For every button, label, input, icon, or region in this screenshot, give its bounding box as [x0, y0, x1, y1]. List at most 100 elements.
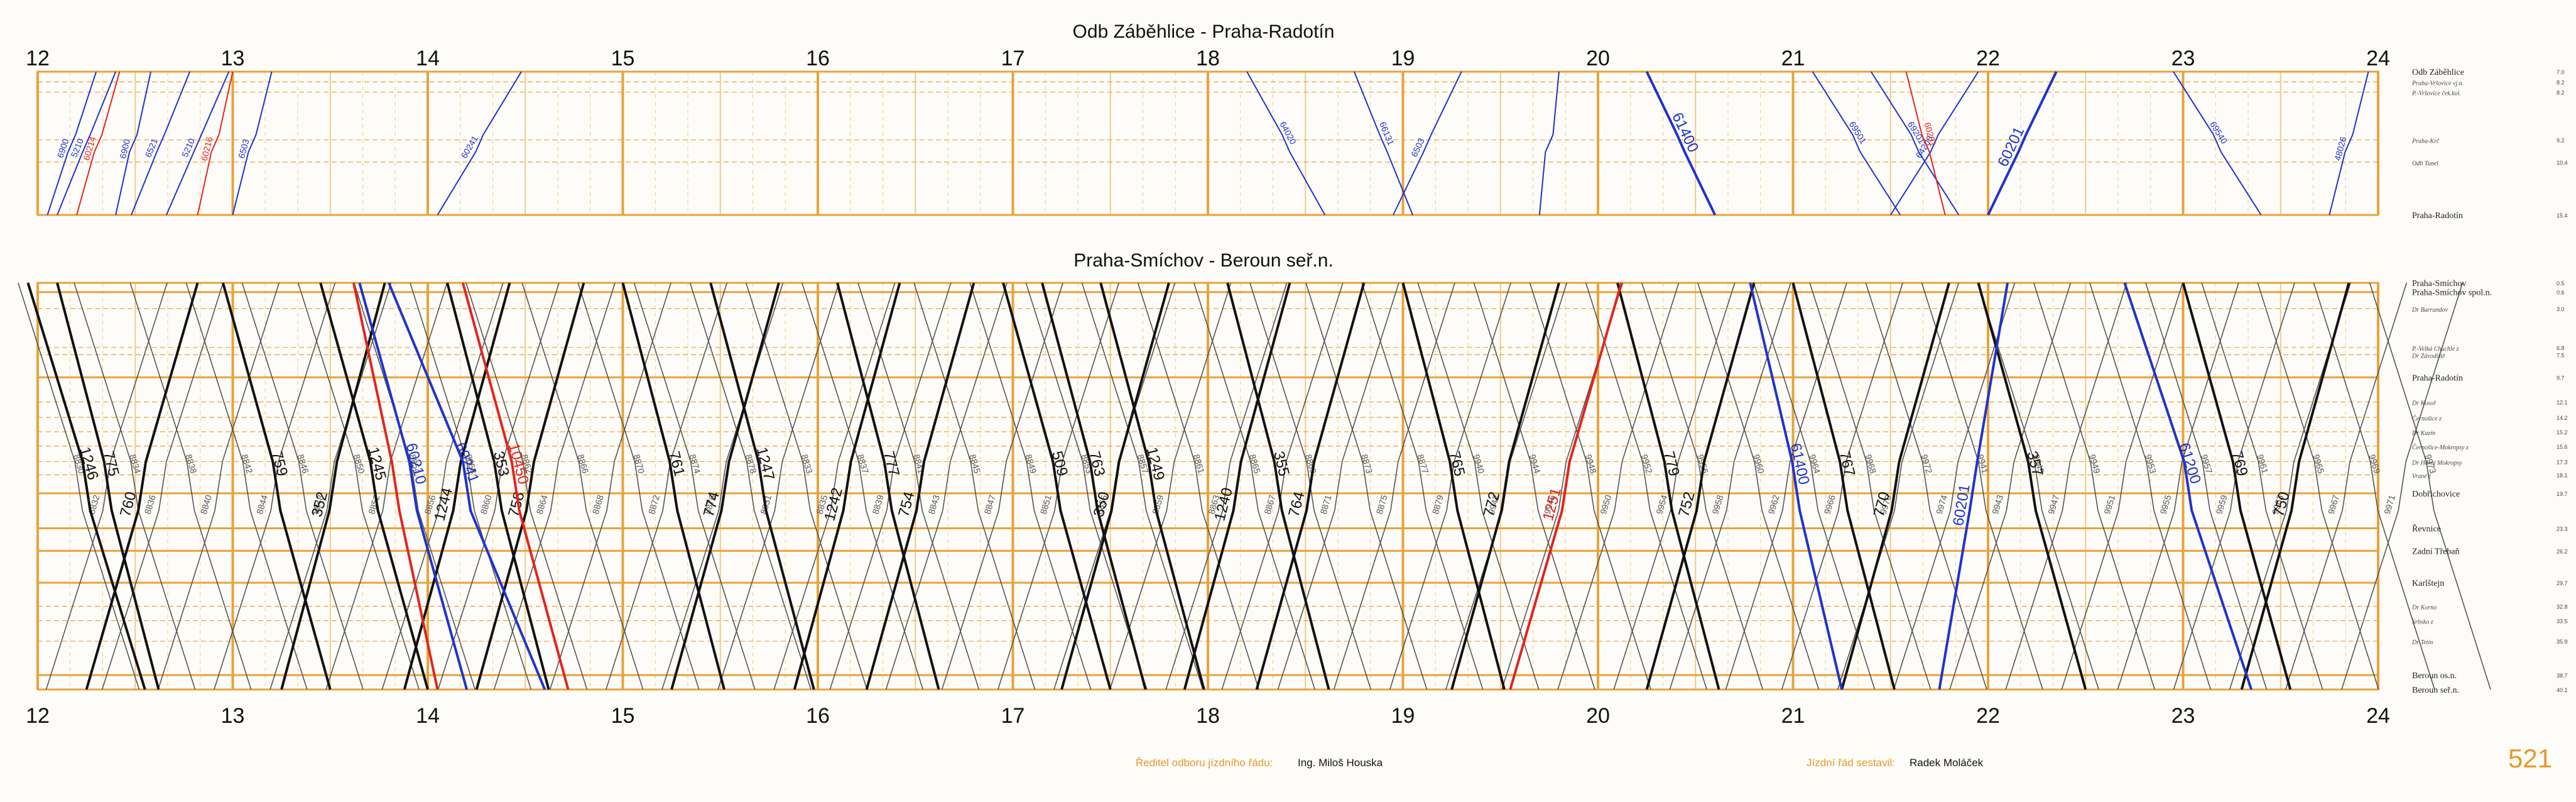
train-number: 8865: [1247, 453, 1263, 475]
train-line: [446, 282, 550, 690]
station-label: Beroun os.n.: [2412, 671, 2457, 681]
station-label: Dr Barrandov: [2411, 307, 2448, 314]
train-line: [1417, 282, 1540, 690]
train-number: 8842: [239, 453, 254, 475]
train-line: [577, 282, 700, 690]
train-number: 60241: [452, 440, 482, 485]
train-number: 60201: [1994, 124, 2028, 170]
station-km: 15.4: [2557, 212, 2568, 219]
bottom-hour-labels: 12 13 14 15 16 17 18 19 20 21 22 23 24: [26, 704, 2390, 728]
station-km: 17.3: [2557, 459, 2568, 465]
hour-label: 16: [806, 47, 830, 70]
train-line: [1641, 282, 1764, 690]
train-number: 9969: [2367, 453, 2382, 475]
station-km: 15.2: [2557, 429, 2568, 436]
station-km: 8.2: [2557, 90, 2565, 96]
train-line: [1450, 282, 1560, 690]
train-line: [2089, 282, 2212, 690]
train-line: [941, 282, 1063, 690]
train-number: 9950: [1598, 493, 1613, 515]
train-line: [1557, 282, 1680, 690]
train-line: [403, 282, 511, 690]
train-line: [802, 282, 924, 690]
panel-top: Odb Záběhlice - Praha-Radotín 12 13 14 15 16…: [26, 21, 2567, 221]
train-line: [1401, 282, 1506, 690]
panel-top-title: Odb Záběhlice - Praha-Radotín: [1073, 21, 1335, 42]
train-number: 9972: [1919, 453, 1934, 475]
train-line: [1870, 71, 1960, 216]
train-line: [857, 282, 980, 690]
train-line: [1889, 71, 1979, 216]
train-line: [997, 282, 1120, 690]
footer: Ředitel odboru jízdního řádu: Ing. Miloš…: [1136, 744, 2552, 773]
train-number: 69540: [2208, 119, 2229, 146]
station-km: 6.8: [2557, 345, 2565, 351]
train-line: [1949, 282, 2072, 690]
footer-right-label: Jízdní řád sestavil:: [1807, 757, 1895, 769]
train-number: 9940: [1471, 453, 1486, 475]
train-number: 8868: [590, 493, 606, 515]
train-number: 769: [2228, 449, 2251, 478]
train-line: [129, 282, 252, 690]
train-line: [689, 282, 812, 690]
train-number: 9955: [2158, 493, 2173, 515]
train-line: [1791, 282, 1896, 690]
train-number: 777: [880, 449, 903, 478]
bottom-gray-trains: 8830883288348836883888408842884488468848…: [18, 282, 2491, 690]
train-line: [2173, 282, 2295, 690]
train-line: [1109, 282, 1232, 690]
hour-label: 19: [1391, 704, 1415, 728]
bottom-black-trains: 1246775760759352124512443537587617741247…: [26, 282, 2350, 690]
train-line: [214, 282, 336, 690]
train-number: 765: [1445, 449, 1468, 478]
train-number: 8844: [254, 493, 269, 515]
train-number: 8877: [1415, 453, 1430, 475]
train-line: [1389, 282, 1511, 690]
train-line: [197, 71, 234, 216]
top-grid: [36, 70, 2379, 216]
train-line: [2229, 282, 2351, 690]
train-number: 1249: [1143, 446, 1168, 482]
train-line: [381, 282, 504, 690]
train-number: 8864: [535, 493, 550, 515]
train-number: 9974: [1934, 493, 1949, 515]
train-line: [280, 282, 386, 690]
train-line: [461, 282, 570, 690]
station-label: Černošice-Mokropsy z: [2412, 444, 2469, 451]
station-km: 19.7: [2557, 491, 2568, 497]
train-number: 1245: [364, 445, 389, 482]
train-line: [1137, 282, 1259, 690]
hour-label: 13: [221, 47, 245, 70]
train-line: [2005, 282, 2128, 690]
station-km: 33.5: [2557, 618, 2568, 625]
train-line: [475, 282, 585, 690]
station-label: Praha-Vršovice vj.n.: [2411, 80, 2464, 87]
station-km: 23.3: [2557, 525, 2568, 532]
footer-left-label: Ředitel odboru jízdního řádu:: [1136, 757, 1273, 769]
train-line: [1585, 282, 1707, 690]
hour-label: 22: [1976, 704, 2000, 728]
train-line: [1193, 282, 1315, 690]
train-number: 61400: [1668, 110, 1702, 155]
train-line: [76, 71, 121, 216]
station-label: Praha-Radotín: [2412, 373, 2463, 383]
train-line: [1905, 71, 1946, 216]
train-line: [2123, 282, 2253, 690]
train-line: [829, 282, 952, 690]
train-line: [166, 71, 230, 216]
train-line: [1221, 282, 1344, 690]
hour-label: 22: [1976, 47, 2000, 70]
train-line: [1538, 71, 1560, 216]
train-number: 9959: [2214, 493, 2229, 515]
train-line: [1099, 282, 1205, 690]
train-line: [46, 71, 97, 216]
hour-label: 12: [26, 47, 50, 70]
train-line: [1645, 282, 1756, 690]
train-line: [1305, 282, 1428, 690]
train-line: [269, 282, 392, 690]
train-line: [158, 282, 280, 690]
station-label: Dr Závodiště: [2411, 353, 2445, 360]
train-number: 8834: [128, 453, 143, 475]
train-line: [2182, 282, 2292, 690]
